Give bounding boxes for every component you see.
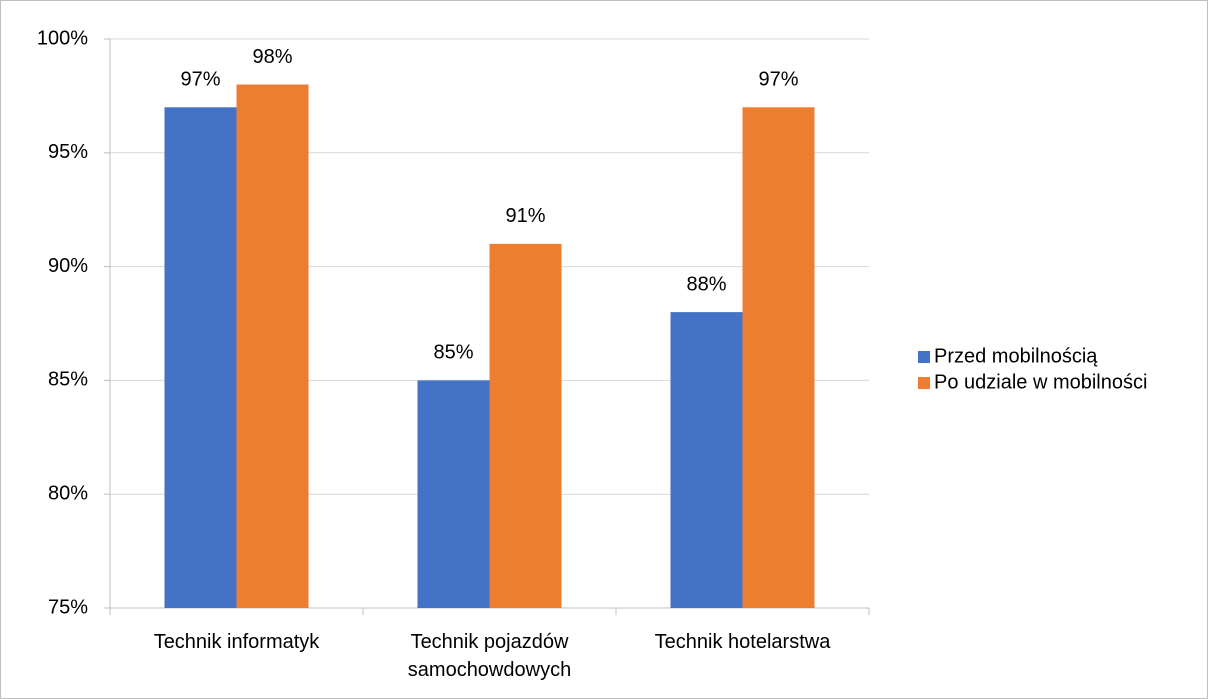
x-tick-label: Technik informatyk bbox=[153, 631, 320, 653]
x-tick-label: Technik pojazdów samochowdowych bbox=[407, 631, 572, 681]
data-label: 97% bbox=[758, 69, 798, 91]
bar bbox=[164, 107, 237, 608]
y-tick-label: 90% bbox=[48, 255, 88, 277]
y-tick-label: 80% bbox=[48, 482, 88, 504]
data-label: 91% bbox=[505, 205, 545, 227]
bar bbox=[417, 380, 490, 608]
bar bbox=[489, 243, 562, 608]
bar bbox=[236, 84, 309, 608]
data-label: 88% bbox=[686, 273, 726, 295]
y-tick-label: 95% bbox=[48, 141, 88, 163]
y-tick-label: 100% bbox=[37, 27, 88, 49]
data-label: 85% bbox=[433, 342, 473, 364]
bar bbox=[670, 312, 743, 608]
y-tick-label: 75% bbox=[48, 596, 88, 618]
legend-label: Przed mobilnością bbox=[934, 345, 1098, 367]
legend-swatch bbox=[918, 377, 930, 389]
x-tick-label: Technik hotelarstwa bbox=[654, 631, 831, 653]
y-tick-label: 85% bbox=[48, 369, 88, 391]
legend-label: Po udziale w mobilności bbox=[934, 371, 1147, 393]
bar bbox=[742, 107, 815, 608]
legend-swatch bbox=[918, 351, 930, 363]
data-label: 98% bbox=[252, 46, 292, 68]
data-label: 97% bbox=[180, 69, 220, 91]
